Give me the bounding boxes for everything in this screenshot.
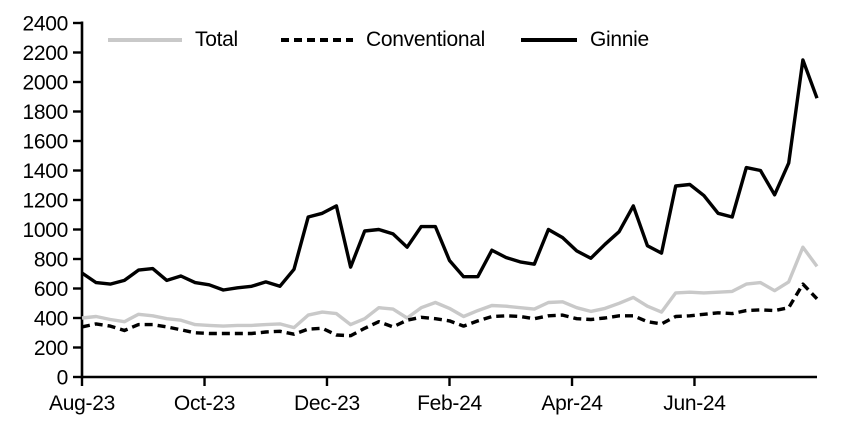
conventional-line-sample-icon — [281, 38, 353, 42]
total-line-sample-icon — [108, 38, 182, 42]
y-axis-ticks: 0 200 400 600 800 1000 1200 1400 1600 1800 2000 220… — [22, 13, 81, 390]
x-axis-ticks: Aug-23 Oct-23 Dec-23 Feb-24 Apr-24 Jun-24 — [49, 377, 727, 415]
x-tick-label: Apr-24 — [541, 392, 603, 415]
y-tick-label: 1000 — [22, 219, 68, 242]
y-tick-label: 1600 — [22, 131, 68, 154]
y-tick-label: 1400 — [22, 160, 68, 183]
x-tick-label: Jun-24 — [663, 392, 726, 415]
y-tick-label: 600 — [34, 278, 68, 301]
x-tick-label: Feb-24 — [417, 392, 482, 415]
x-tick-label: Dec-23 — [294, 392, 360, 415]
legend-label-conventional: Conventional — [366, 28, 485, 51]
y-tick-label: 400 — [34, 308, 68, 331]
legend-label-total: Total — [195, 28, 238, 51]
legend-label-ginnie: Ginnie — [590, 28, 649, 51]
legend-item-total: Total — [108, 27, 238, 53]
data-series — [81, 58, 819, 338]
x-tick-label: Aug-23 — [49, 392, 115, 415]
series-line-total — [81, 245, 819, 330]
y-tick-label: 2000 — [22, 72, 68, 95]
chart-legend: Total Conventional Ginnie — [0, 27, 852, 53]
x-tick-label: Oct-23 — [174, 392, 235, 415]
series-line-ginnie — [81, 58, 819, 292]
legend-item-conventional: Conventional — [281, 27, 485, 53]
legend-item-ginnie: Ginnie — [521, 27, 649, 53]
y-tick-label: 2200 — [22, 42, 68, 65]
series-line-conventional — [81, 282, 819, 338]
ginnie-line-sample-icon — [521, 38, 577, 42]
y-tick-label: 1200 — [22, 190, 68, 213]
y-tick-label: 2400 — [22, 13, 68, 36]
y-tick-label: 800 — [34, 249, 68, 272]
y-tick-label: 200 — [34, 337, 68, 360]
y-tick-label: 1800 — [22, 101, 68, 124]
y-tick-label: 0 — [57, 367, 68, 390]
